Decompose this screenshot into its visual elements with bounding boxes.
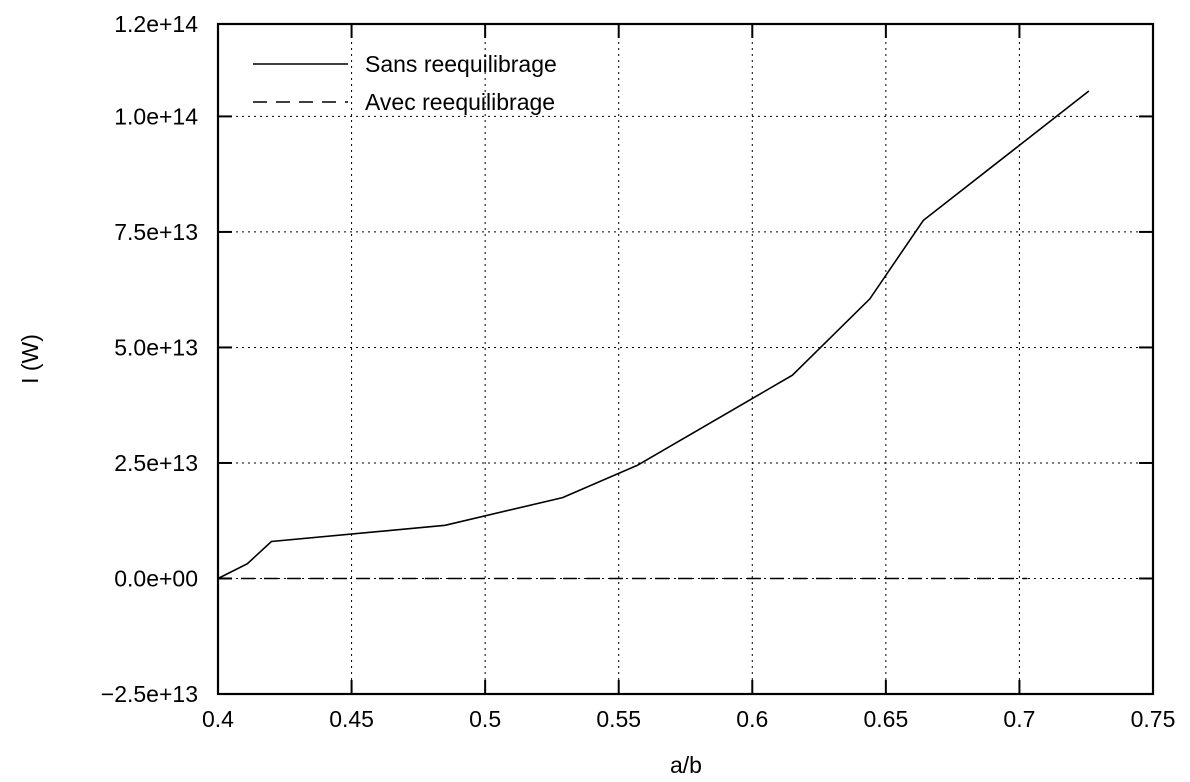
x-axis-label: a/b [670, 752, 702, 778]
y-axis-label: I (W) [17, 334, 43, 384]
series-line-sans-reequilibrage [217, 90, 1090, 580]
legend-label-avec-reequilibrage: Avec reequilibrage [365, 89, 555, 115]
x-tick-label: 0.7 [1003, 706, 1035, 732]
y-tick-label: 1.0e+14 [114, 103, 198, 129]
x-tick-label: 0.4 [202, 706, 234, 732]
x-tick-label: 0.75 [1131, 706, 1176, 732]
y-tick-label: −2.5e+13 [101, 681, 198, 707]
y-tick-label: 1.2e+14 [114, 11, 198, 37]
x-tick-label: 0.6 [736, 706, 768, 732]
series-lines [217, 90, 1090, 580]
x-tick-label: 0.5 [469, 706, 501, 732]
plot-frame [216, 22, 1155, 696]
y-tick-label: 0.0e+00 [114, 565, 198, 591]
legend: Sans reequilibrage Avec reequilibrage [253, 51, 557, 115]
x-tick-label: 0.55 [596, 706, 641, 732]
grid-lines [218, 24, 1153, 694]
y-tick-label: 5.0e+13 [114, 334, 198, 360]
legend-label-sans-reequilibrage: Sans reequilibrage [365, 51, 557, 77]
axis-ticks [217, 23, 1154, 695]
y-tick-label: 2.5e+13 [114, 450, 198, 476]
x-tick-label: 0.65 [863, 706, 908, 732]
tick-labels: 0.4 0.45 0.5 0.55 0.6 0.65 0.7 0.75 −2.5e+13 0.0e… [101, 11, 1176, 732]
x-tick-label: 0.45 [329, 706, 374, 732]
y-tick-label: 7.5e+13 [114, 219, 198, 245]
